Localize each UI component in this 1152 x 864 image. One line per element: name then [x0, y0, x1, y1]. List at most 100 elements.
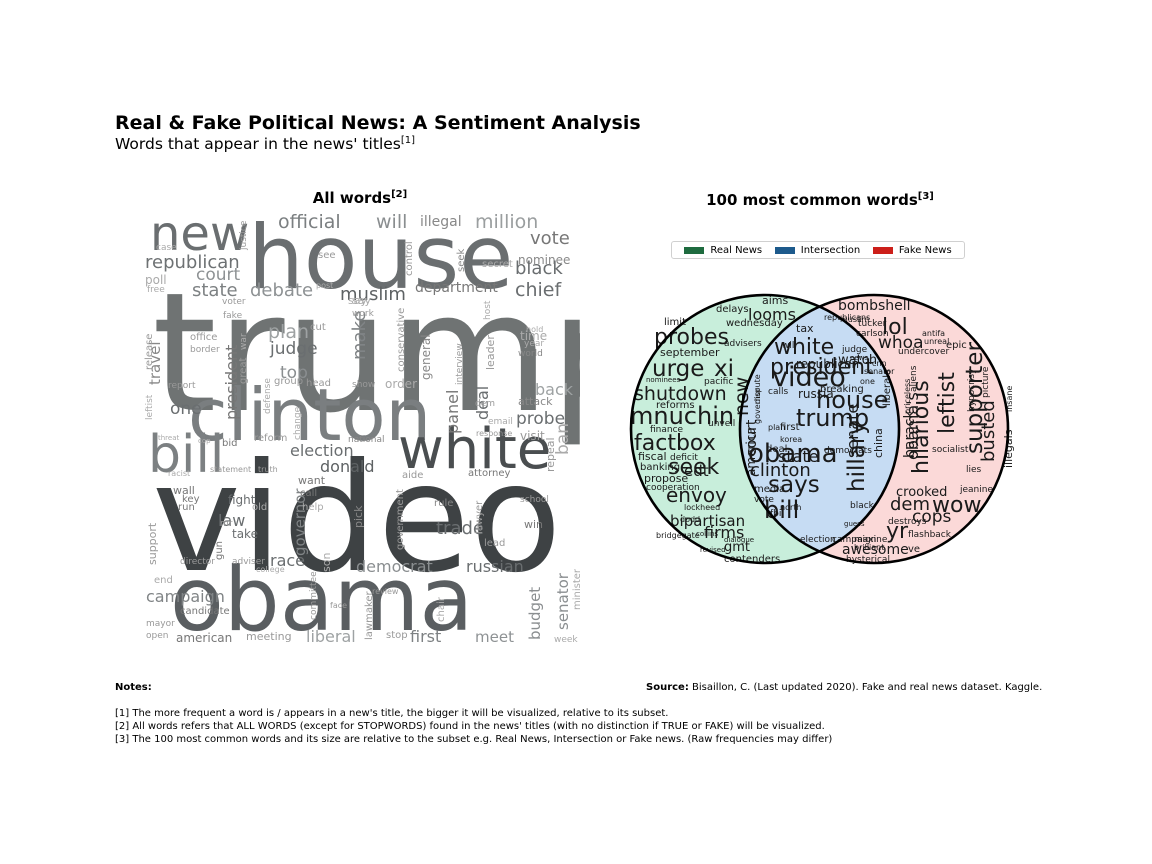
venn-word-real: dodd — [680, 515, 700, 524]
venn-word-intersection: america — [744, 427, 758, 476]
wordcloud-word: government — [395, 489, 406, 550]
legend-swatch — [774, 246, 795, 254]
wordcloud-word: court — [196, 265, 241, 285]
venn-word-intersection: media — [754, 484, 785, 495]
venn-word-fake: crooked — [896, 485, 947, 500]
venn-word-real: collins — [696, 530, 718, 538]
venn-word-intersection: vote — [754, 495, 774, 505]
source-label: Source: — [646, 682, 689, 693]
venn-word-fake: whoa — [878, 333, 924, 353]
legend-item-intersection: Intersection — [774, 244, 861, 256]
wordcloud-word: clinton — [188, 373, 431, 457]
wordcloud-word: seek — [456, 248, 467, 272]
wordcloud-word: general — [419, 334, 433, 380]
wordcloud-word: end — [154, 575, 173, 586]
wordcloud-word: attack — [518, 395, 553, 408]
wordcloud-word: obama — [170, 548, 473, 646]
venn-word-intersection: one — [860, 377, 875, 386]
legend-label: Intersection — [800, 244, 861, 256]
wordcloud-word: lawyer — [474, 500, 485, 534]
venn-word-real: cooperation — [646, 483, 700, 493]
venn-word-intersection: muslim — [840, 315, 869, 324]
venn-word-intersection: bill — [764, 496, 799, 524]
wordcloud-word: world — [518, 349, 543, 359]
venn-word-real: bridgegate — [656, 531, 700, 540]
wordcloud-word: campaign — [146, 587, 225, 606]
venn-word-intersection: will — [782, 341, 797, 351]
wordcloud-title: All words[2] — [265, 189, 455, 207]
wordcloud-word: truth — [258, 465, 278, 474]
wordcloud-word: bill — [148, 425, 224, 485]
wordcloud-word: white — [398, 417, 551, 482]
venn-title-text: 100 most common words — [706, 191, 918, 209]
venn-word-fake: supporter — [962, 342, 988, 454]
wordcloud-word: trade — [436, 518, 484, 539]
source-text: Bisaillon, C. (Last updated 2020). Fake … — [692, 682, 1043, 693]
note-1: [1] The more frequent a word is / appear… — [115, 708, 669, 719]
venn-word-fake: destroys — [888, 517, 927, 527]
venn-word-intersection: election — [800, 535, 836, 545]
wordcloud-word: adviser — [232, 557, 265, 567]
wordcloud-word: nominee — [518, 253, 570, 267]
wordcloud-word: repeal — [544, 437, 557, 472]
legend-item-real-news: Real News — [684, 245, 762, 256]
wordcloud-word: mayor — [146, 619, 175, 629]
subtitle-text: Words that appear in the news' titles — [115, 135, 401, 154]
wordcloud-word: hold — [526, 325, 543, 334]
venn-word-fake: wow — [932, 493, 981, 518]
wordcloud-word: week — [554, 635, 578, 645]
wordcloud-word: dem — [475, 399, 495, 409]
venn-word-intersection: korea — [780, 435, 802, 444]
wordcloud-word: director — [180, 557, 215, 567]
wordcloud-word: justice — [239, 220, 249, 251]
wordcloud-word: leader — [484, 335, 497, 370]
venn-title: 100 most common words[3] — [670, 191, 970, 209]
wordcloud-word: russian — [466, 557, 524, 576]
venn-word-fake: yr — [886, 519, 909, 544]
venn-word-real: delays — [716, 304, 749, 315]
wordcloud-word: senator — [554, 572, 572, 630]
wordcloud-word: group — [274, 376, 303, 387]
venn-word-intersection: calls — [768, 387, 788, 397]
wordcloud-word: cut — [310, 322, 326, 333]
wordcloud-word: mr — [220, 519, 233, 529]
wordcloud-word: racist — [168, 469, 190, 478]
wordcloud-word: video — [152, 432, 562, 606]
venn-word-intersection: watch — [838, 353, 877, 368]
wordcloud-word: official — [278, 211, 341, 233]
venn-word-intersection: china — [872, 428, 885, 458]
wordcloud-word: probe — [516, 409, 565, 429]
wordcloud-word: chair — [436, 596, 447, 622]
wordcloud-word: poll — [145, 273, 167, 287]
venn-word-fake: lies — [966, 465, 982, 475]
wordcloud-word: open — [146, 631, 168, 641]
venn-word-real: banking — [640, 462, 680, 473]
venn-word-intersection: first — [780, 422, 800, 433]
wordcloud-word: conservative — [396, 308, 407, 372]
venn-word-intersection: judge — [841, 345, 868, 355]
wordcloud-word: minister — [572, 568, 580, 610]
venn-word-intersection: north — [780, 503, 801, 512]
wordcloud-word: head — [306, 378, 331, 389]
venn-word-fake: flashback — [908, 530, 952, 540]
venn-word-fake: dem — [890, 494, 930, 515]
venn-word-fake: brilliant — [854, 543, 884, 552]
wordcloud-word: take — [232, 527, 258, 541]
wordcloud-word: win — [524, 518, 543, 531]
venn-word-real: wednesday — [726, 318, 783, 329]
venn-word-real: factbox — [634, 431, 716, 456]
wordcloud-word: first — [410, 627, 441, 646]
note-2: [2] All words refers that ALL WORDS (exc… — [115, 721, 825, 732]
wordcloud-word: threat — [158, 434, 180, 442]
venn-word-fake: jeanine — [959, 485, 993, 495]
wordcloud-word: old — [252, 502, 267, 513]
wordcloud-word: free — [147, 285, 165, 295]
venn-word-intersection: campaign — [832, 535, 876, 545]
page-subtitle: Words that appear in the news' titles[1] — [115, 135, 415, 153]
venn-word-real: looms — [748, 305, 796, 324]
wordcloud-word: say — [352, 294, 371, 307]
legend-label: Real News — [710, 244, 763, 256]
venn-word-fake: obama's — [903, 392, 922, 460]
wordcloud-word: host — [483, 300, 493, 320]
venn-word-intersection: democrats — [824, 446, 872, 456]
